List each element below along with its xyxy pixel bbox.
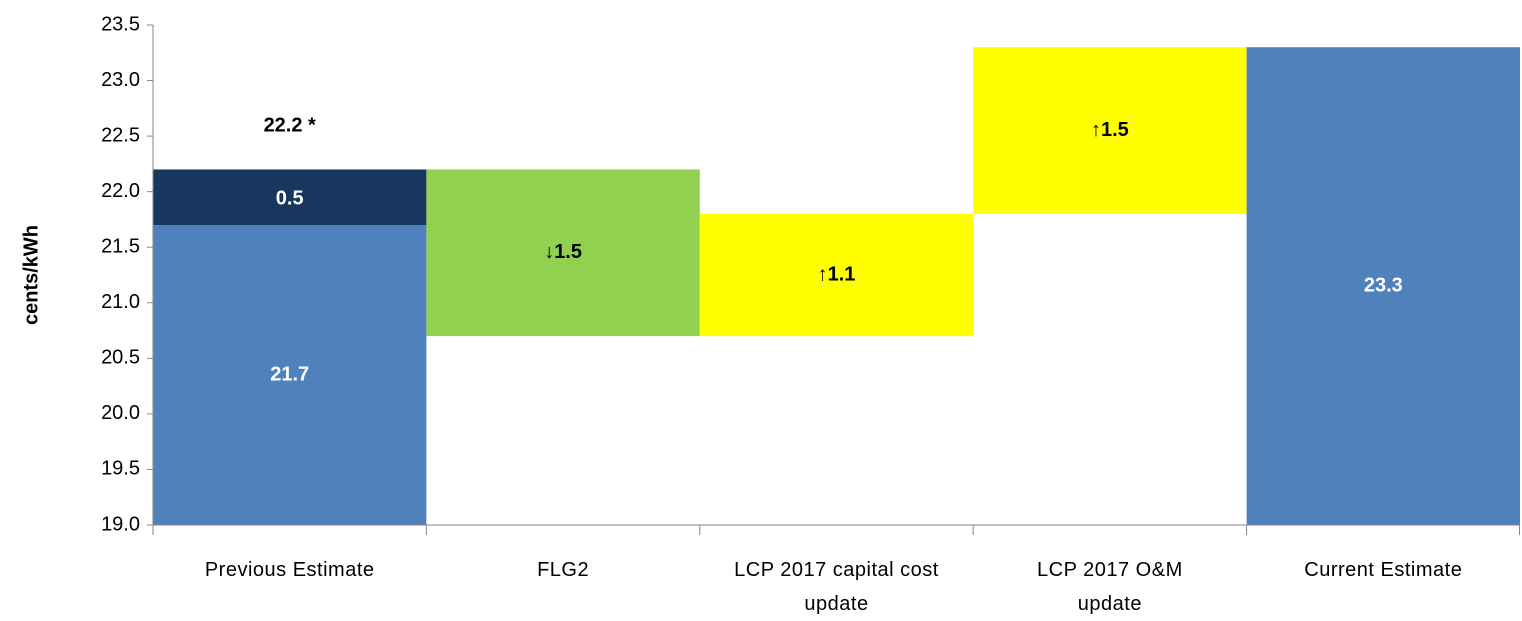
y-tick-label: 19.5 (101, 458, 140, 480)
data-label: 23.3 (1364, 274, 1403, 296)
y-tick-label: 22.5 (101, 124, 140, 146)
y-tick-label: 20.5 (101, 347, 140, 369)
bar (426, 169, 700, 337)
x-tick-label: LCP 2017 capital cost update (734, 559, 939, 615)
y-tick-label: 20.0 (101, 402, 140, 424)
y-axis-title: cents/kWh (20, 225, 42, 325)
bar (153, 225, 427, 525)
data-label: 21.7 (270, 363, 309, 385)
bar (699, 213, 974, 337)
data-label: ↑1.1 (818, 263, 856, 285)
data-label: ↑1.5 (1091, 119, 1129, 141)
y-tick-label: 23.0 (101, 69, 140, 91)
total-label: 22.2 * (264, 115, 316, 137)
y-tick-label: 21.0 (101, 291, 140, 313)
adjustment-bar (153, 169, 427, 225)
data-label: ↓1.5 (544, 241, 582, 263)
y-tick-label: 19.0 (101, 513, 140, 535)
x-tick-label: LCP 2017 O&M update (1037, 559, 1183, 615)
x-tick-label: FLG2 (537, 559, 590, 581)
bar (1246, 47, 1520, 525)
y-tick-label: 23.5 (101, 13, 140, 35)
x-tick-label: Current Estimate (1304, 559, 1463, 581)
bar (973, 47, 1247, 214)
y-tick-label: 21.5 (101, 236, 140, 258)
y-tick-label: 22.0 (101, 180, 140, 202)
data-label: 0.5 (276, 188, 304, 210)
x-tick-label: Previous Estimate (204, 559, 375, 581)
